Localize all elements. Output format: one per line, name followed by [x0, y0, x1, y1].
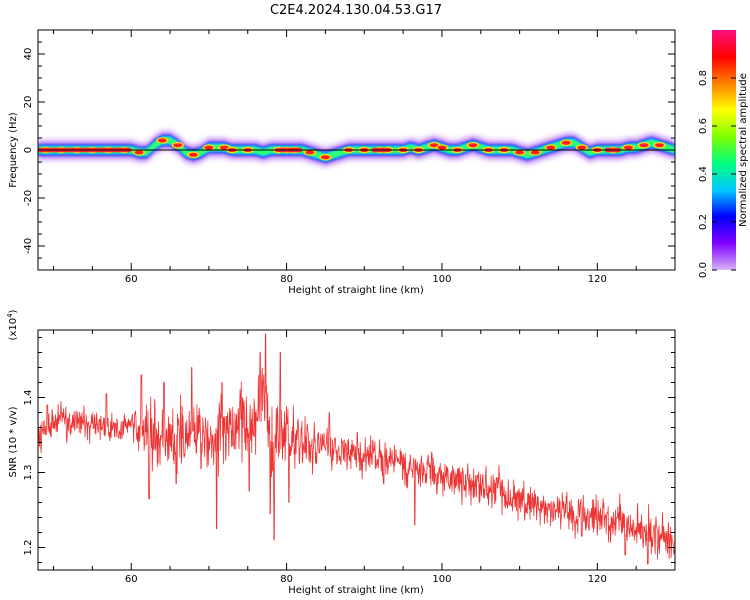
spectrogram-hot-spot: [187, 151, 200, 158]
colorbar-tick-label: 0.4: [698, 166, 709, 182]
spectrogram-hot-spot: [513, 149, 526, 156]
snr-ticks: 60 80 100 120 1.2 1.3 1.4: [23, 330, 676, 585]
spectrogram-hot-spot: [637, 142, 650, 149]
snr-panel: 60 80 100 120 1.2 1.3 1.4 Height of straight l…: [6, 309, 676, 596]
snr-y-tick-label: 1.2: [23, 540, 34, 556]
spectrogram-hot-spot: [653, 142, 666, 149]
spectrogram-hot-spot: [156, 137, 169, 144]
spectrogram-x-tick-label: 120: [588, 274, 607, 285]
snr-ylabel: SNR (10 * v/v): [8, 406, 19, 477]
spectrogram-y-tick-label: 0: [23, 147, 34, 153]
spectrogram-x-tick-label: 80: [280, 274, 293, 285]
colorbar-ticks: 0.0 0.2 0.4 0.6 0.8: [698, 70, 736, 278]
snr-y-tick-label: 1.3: [23, 465, 34, 481]
snr-x-tick-label: 80: [280, 574, 293, 585]
spectrogram-y-tick-label: 20: [23, 96, 34, 109]
spectrogram-y-tick-label: -40: [23, 238, 34, 254]
colorbar-gradient: [712, 30, 736, 270]
spectrogram-hot-spot: [575, 144, 588, 151]
colorbar-tick-label: 0.2: [698, 214, 709, 230]
spectrogram-hot-spot: [202, 144, 215, 151]
spectrogram-hot-spot: [622, 144, 635, 151]
spectrogram-ylabel: Frequency (Hz): [8, 112, 19, 188]
snr-x-tick-label: 100: [432, 574, 451, 585]
colorbar-tick-label: 0.0: [698, 262, 709, 278]
snr-x-tick-label: 120: [588, 574, 607, 585]
colorbar-label: Normalized spectral amplitude: [738, 73, 749, 227]
spectrogram-xlabel: Height of straight line (km): [288, 285, 424, 296]
spectrogram-hot-spot: [544, 144, 557, 151]
spectrogram-panel: 60 80 100 120 -40 -20 0 20 40 Height of straight…: [8, 29, 676, 296]
spectrogram-hot-spot: [436, 144, 448, 151]
spectrogram-y-tick-label: -20: [23, 190, 34, 206]
spectrogram-hot-spot: [319, 154, 332, 161]
snr-xlabel: Height of straight line (km): [288, 585, 424, 596]
spectrogram-ticks: 60 80 100 120 -40 -20 0 20 40: [23, 30, 676, 285]
spectrogram-hot-spot: [171, 142, 184, 149]
spectrogram-hot-spot: [529, 149, 542, 156]
colorbar-tick-label: 0.6: [698, 118, 709, 134]
spectrogram-hot-spot: [467, 142, 479, 149]
spectrogram-y-tick-label: 40: [23, 48, 34, 61]
snr-y-multiplier-close: ): [8, 309, 19, 313]
spectrogram-hot-spot: [303, 149, 316, 156]
snr-series-line: [38, 333, 675, 565]
spectrogram-x-tick-label: 100: [432, 274, 451, 285]
snr-y-multiplier: (x104): [6, 309, 19, 340]
figure-title: C2E4.2024.130.04.53.G17: [270, 3, 442, 18]
snr-axes-frame: [37, 329, 676, 571]
spectrogram-hot-spot: [133, 149, 145, 156]
snr-x-tick-label: 60: [125, 574, 138, 585]
colorbar: 0.0 0.2 0.4 0.6 0.8 Normalized spectral ampl…: [698, 30, 749, 278]
snr-y-multiplier-base: (x10: [8, 318, 19, 341]
spectrogram-heatmap: [38, 128, 675, 170]
snr-y-tick-label: 1.4: [23, 390, 34, 406]
spectrogram-x-tick-label: 60: [125, 274, 138, 285]
snr-y-multiplier-exp: 4: [6, 313, 14, 318]
spectrogram-hot-spot: [560, 139, 573, 146]
colorbar-tick-label: 0.8: [698, 70, 709, 86]
